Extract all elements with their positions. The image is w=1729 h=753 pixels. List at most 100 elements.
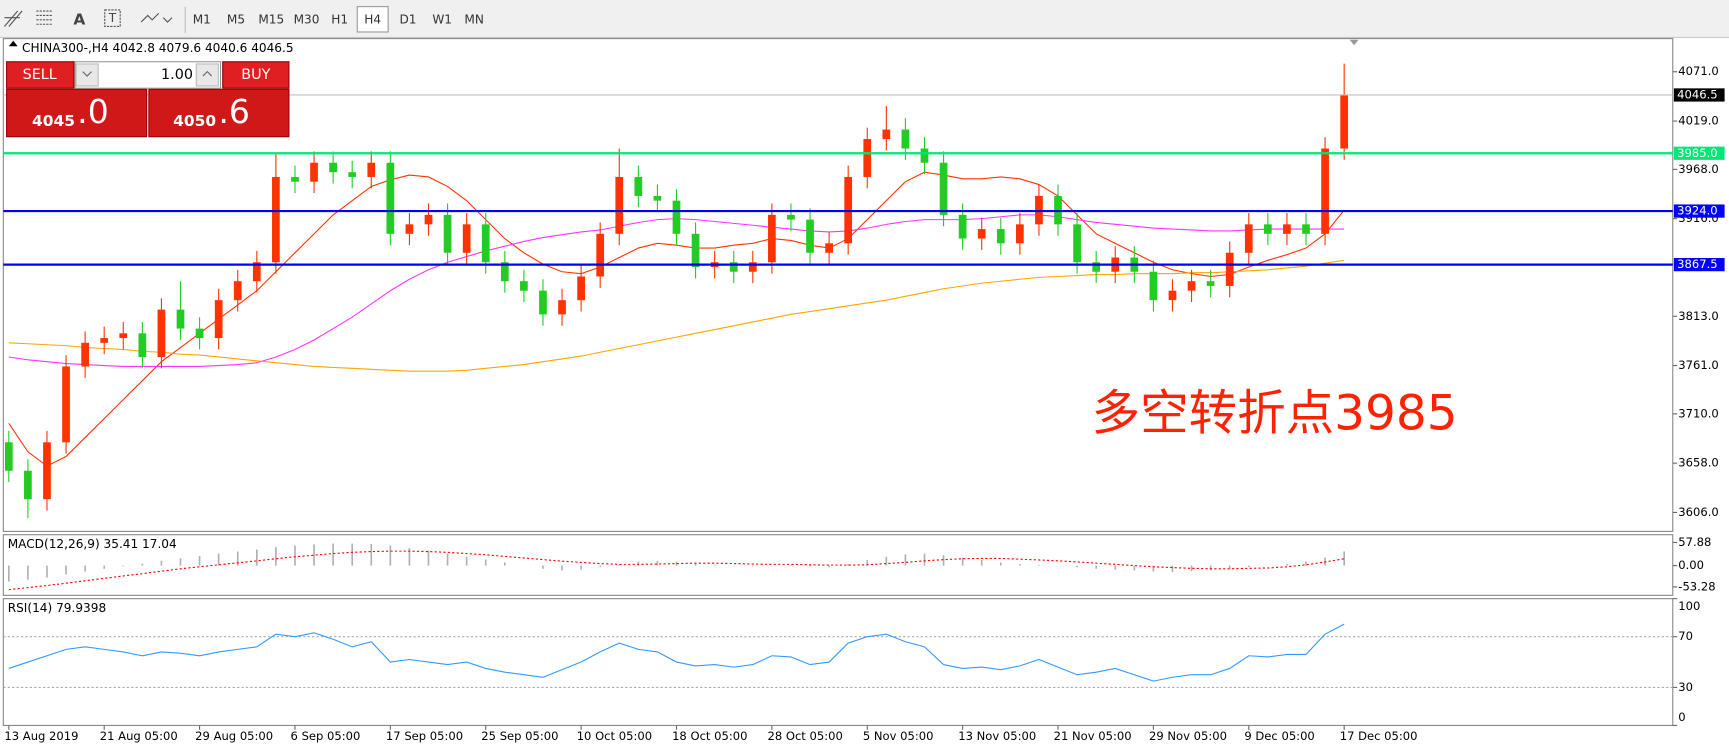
candle-body xyxy=(1092,262,1101,272)
candle-body xyxy=(81,342,89,367)
buy-label[interactable]: BUY xyxy=(241,67,270,83)
panel-marker xyxy=(8,40,18,47)
timeframe-button[interactable]: M30 xyxy=(294,12,320,26)
buy-button[interactable] xyxy=(222,61,290,89)
y-tick-label: 3761.0 xyxy=(1678,358,1718,372)
icon-textbox xyxy=(104,9,121,28)
candle-body xyxy=(1244,224,1253,253)
one-click-trading: SELL 1.00 BUY 4045 .0 4050 .6 xyxy=(6,61,290,138)
candle-body xyxy=(634,176,643,196)
timeframe-button[interactable]: H4 xyxy=(364,12,381,26)
candle-body xyxy=(1016,224,1024,244)
moving-average xyxy=(8,259,1345,372)
sell-price-frac: .0 xyxy=(77,92,109,131)
timeframe-button[interactable]: M1 xyxy=(193,12,211,26)
level-label: 3867.5 xyxy=(1677,257,1717,271)
buy-price-box[interactable] xyxy=(148,88,290,138)
candle-body xyxy=(520,281,528,291)
candle-body xyxy=(157,309,166,358)
candle-body xyxy=(691,233,700,267)
buy-price: 4050 xyxy=(173,112,216,130)
rsi-line xyxy=(8,623,1345,682)
y-tick-label: 100 xyxy=(1678,599,1700,613)
last-price-bg xyxy=(1673,88,1725,102)
arrow-down xyxy=(82,71,92,77)
y-tick-label: 70 xyxy=(1678,629,1693,643)
sell-button[interactable] xyxy=(6,61,75,89)
panel-line: 100 70 30 0 RSI(14) 79.9398 xyxy=(3,598,1700,726)
timeframe-button[interactable]: W1 xyxy=(432,12,452,26)
y-tick-label: 30 xyxy=(1678,680,1693,694)
candle-body xyxy=(138,333,147,358)
candle-body xyxy=(424,214,433,225)
tool-text[interactable]: T xyxy=(108,11,117,25)
x-tick-label: 17 Dec 05:00 xyxy=(1340,729,1418,743)
candle-body xyxy=(462,224,471,253)
candle-body xyxy=(329,162,337,173)
volume-down[interactable] xyxy=(75,63,99,87)
candle-body xyxy=(825,243,833,253)
candle-body xyxy=(119,333,128,339)
candle-body xyxy=(920,148,929,163)
candle-body xyxy=(310,162,318,182)
sell-price-box[interactable] xyxy=(6,88,148,138)
candle-body xyxy=(787,214,795,220)
active-timeframe[interactable] xyxy=(356,6,389,33)
annotation: 多空转折点3985 xyxy=(1092,386,1458,442)
sell-price: 4045 xyxy=(32,112,75,130)
candle-body xyxy=(996,229,1005,244)
x-tick-label: 29 Nov 05:00 xyxy=(1149,729,1227,743)
y-tick-label: 4071.0 xyxy=(1678,64,1718,78)
candle-body xyxy=(1264,224,1272,234)
y-tick-label: 3813.0 xyxy=(1678,309,1718,323)
y-tick-label: 3710.0 xyxy=(1678,406,1718,420)
last-price-label: 4046.5 xyxy=(1677,87,1717,101)
panel-title: CHINA300-,H4 4042.8 4079.6 4040.6 4046.5 xyxy=(22,41,294,55)
candle-body xyxy=(1302,224,1310,234)
candle-body xyxy=(1225,252,1234,286)
x-tick-label: 29 Aug 05:00 xyxy=(195,729,273,743)
candle-body xyxy=(1187,281,1196,291)
volume[interactable]: 1.00 xyxy=(161,67,193,83)
y-tick-label: 3658.0 xyxy=(1678,456,1718,470)
candle-body xyxy=(405,224,414,234)
volume-up[interactable] xyxy=(195,63,219,87)
timeframes: M1 M5 M15 M30 H1 H4 D1 W1 MN xyxy=(193,6,484,33)
y-tick-label: 4019.0 xyxy=(1678,114,1718,128)
candle-body xyxy=(977,229,986,239)
candle-body xyxy=(214,300,223,339)
panel-candlestick: 4071.04019.03968.03916.03813.03761.03710… xyxy=(3,41,1725,743)
tool-text[interactable]: A xyxy=(73,10,85,28)
chart-area: 4071.04019.03968.03916.03813.03761.03710… xyxy=(2,38,1725,743)
candle-body xyxy=(195,328,204,339)
candle-body xyxy=(1340,94,1349,149)
timeframe-button[interactable]: D1 xyxy=(399,12,416,26)
level-label: 3924.0 xyxy=(1677,204,1717,218)
timeframe-button[interactable]: M15 xyxy=(258,12,284,26)
x-tick-label: 10 Oct 05:00 xyxy=(577,729,652,743)
panel-title: RSI(14) 79.9398 xyxy=(8,601,106,615)
candle-body xyxy=(958,214,967,239)
candle-body xyxy=(768,214,776,263)
candle-body xyxy=(1168,290,1177,301)
timeframe-button[interactable]: H1 xyxy=(331,12,348,26)
moving-average xyxy=(8,171,1345,467)
buy-price-frac: .6 xyxy=(218,92,250,131)
timeframe-button[interactable]: MN xyxy=(464,12,484,26)
candle-body xyxy=(500,262,509,282)
y-tick-label: 0 xyxy=(1678,710,1685,724)
candle-body xyxy=(1283,224,1291,234)
panel-title: MACD(12,26,9) 35.41 17.04 xyxy=(8,537,177,551)
candle-body xyxy=(615,176,624,234)
macd-panel xyxy=(2,534,1674,596)
candle-body xyxy=(291,176,299,182)
timeframe-button[interactable]: M5 xyxy=(227,12,245,26)
candle-body xyxy=(100,338,109,343)
level-label-bg xyxy=(1673,204,1725,218)
sell-label[interactable]: SELL xyxy=(23,67,57,83)
candle-body xyxy=(272,176,280,263)
shift-marker xyxy=(1349,39,1359,46)
candle-body xyxy=(481,224,490,263)
candle-body xyxy=(863,139,872,177)
